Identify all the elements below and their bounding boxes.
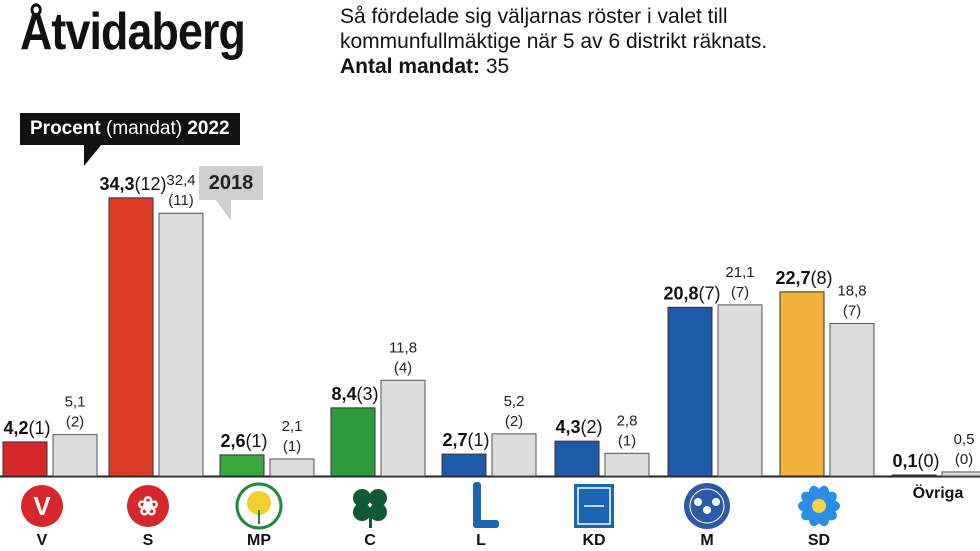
party-logo-mp-icon: [235, 482, 283, 530]
bar-2018-c: [380, 379, 426, 477]
label-2022-seats-sd: (8): [811, 268, 833, 288]
label-2018-value-mp: 2,1: [282, 418, 303, 435]
legend-2022-paren: (mandat): [106, 118, 183, 139]
bar-2018-mp: [269, 458, 315, 477]
label-2022-seats-vriga: (0): [918, 451, 940, 471]
party-logo-m-icon: [684, 483, 730, 529]
category-label-l: L: [476, 532, 486, 549]
bar-2022-c: [330, 407, 376, 477]
party-logo-s-icon: ❀: [127, 485, 169, 527]
bar-2022-l: [441, 453, 487, 477]
label-2018-value-c: 11,8: [389, 339, 417, 356]
bar-2022-s: [108, 197, 154, 477]
label-2022-value-s: 34,3: [99, 174, 134, 194]
chart-description: Så fördelade sig väljarnas röster i vale…: [340, 4, 960, 79]
label-2018-value-m: 21,1: [725, 264, 754, 281]
legend-2018-pointer: [215, 199, 231, 221]
label-2022-l: 2,7(1): [442, 430, 489, 450]
bar-2018-m: [717, 304, 763, 477]
label-2022-value-sd: 22,7: [775, 268, 810, 288]
category-label-vriga: Övriga: [913, 483, 964, 502]
party-logo-v-icon: V: [21, 485, 63, 527]
party-logo-l-icon: [473, 482, 499, 528]
label-2018-seats-sd: (7): [843, 303, 861, 320]
label-2022-s: 34,3(12): [99, 174, 166, 194]
label-2022-seats-c: (3): [357, 384, 379, 404]
label-2018-seats-mp: (1): [283, 438, 301, 455]
seats-line: Antal mandat: 35: [340, 54, 960, 79]
label-2018-value-sd: 18,8: [837, 283, 866, 300]
description-line-2: kommunfullmäktige när 5 av 6 distrikt rä…: [340, 30, 768, 53]
label-2022-mp: 2,6(1): [220, 431, 267, 451]
label-2022-kd: 4,3(2): [555, 417, 602, 437]
label-2022-seats-kd: (2): [581, 417, 603, 437]
category-label-kd: KD: [582, 532, 605, 549]
legend-2022-bold: Procent: [30, 118, 101, 139]
svg-text:❀: ❀: [137, 491, 159, 521]
bar-2022-mp: [219, 454, 265, 477]
page-title: Åtvidaberg: [20, 3, 246, 61]
label-2022-m: 20,8(7): [663, 283, 720, 303]
label-2022-seats-m: (7): [699, 283, 721, 303]
description-line-1: Så fördelade sig väljarnas röster i vale…: [340, 5, 728, 28]
category-label-mp: MP: [247, 532, 271, 549]
label-2022-seats-s: (12): [135, 174, 167, 194]
label-2022-value-vriga: 0,1: [892, 451, 917, 471]
bar-2022-kd: [554, 440, 600, 477]
label-2022-sd: 22,7(8): [775, 268, 832, 288]
bar-2022-vriga: [891, 474, 937, 477]
legend-2022-tag: Procent (mandat) 2022: [20, 113, 240, 145]
label-2018-value-v: 5,1: [65, 394, 86, 411]
legend-2022-pointer: [84, 144, 102, 166]
party-logo-c-icon: [353, 489, 387, 528]
label-2018-seats-vriga: (0): [955, 451, 973, 468]
label-2018-value-l: 5,2: [504, 393, 525, 410]
label-2022-value-kd: 4,3: [555, 417, 580, 437]
label-2022-c: 8,4(3): [331, 384, 378, 404]
label-2022-value-l: 2,7: [442, 430, 467, 450]
label-2022-seats-l: (1): [468, 430, 490, 450]
label-2018-seats-l: (2): [505, 413, 523, 430]
svg-text:V: V: [33, 491, 51, 521]
bar-2018-sd: [829, 323, 875, 477]
label-2018-seats-kd: (1): [618, 432, 636, 449]
label-2022-value-c: 8,4: [331, 384, 356, 404]
label-2018-seats-v: (2): [66, 414, 84, 431]
bar-2022-m: [667, 306, 713, 477]
bar-2018-kd: [604, 452, 650, 477]
label-2022-seats-v: (1): [29, 418, 51, 438]
label-2022-value-v: 4,2: [3, 418, 28, 438]
category-label-v: V: [37, 532, 48, 549]
category-label-m: M: [700, 532, 713, 549]
label-2018-seats-s: (11): [168, 192, 194, 209]
party-logo-kd-icon: [574, 484, 614, 528]
label-2018-seats-m: (7): [731, 284, 749, 301]
bar-2018-s: [158, 212, 204, 477]
party-logo-sd-icon: [798, 485, 840, 527]
label-2018-value-s: 32,4: [166, 172, 195, 189]
category-label-s: S: [143, 532, 154, 549]
category-label-c: C: [364, 532, 376, 549]
label-2022-vriga: 0,1(0): [892, 451, 939, 471]
bar-2018-vriga: [941, 471, 980, 477]
seats-label: Antal mandat:: [340, 55, 481, 78]
label-2022-v: 4,2(1): [3, 418, 50, 438]
label-2022-value-mp: 2,6: [220, 431, 245, 451]
label-2018-seats-c: (4): [394, 359, 412, 376]
bar-2018-l: [491, 433, 537, 477]
legend-2018-tag: 2018: [199, 166, 263, 200]
category-label-sd: SD: [808, 532, 830, 549]
label-2022-seats-mp: (1): [246, 431, 268, 451]
label-2018-value-kd: 2,8: [617, 412, 638, 429]
bar-2022-sd: [779, 291, 825, 477]
bar-2018-v: [52, 434, 98, 477]
label-2018-value-vriga: 0,5: [954, 431, 975, 448]
legend-2022-year: 2022: [187, 118, 230, 139]
label-2022-value-m: 20,8: [663, 283, 698, 303]
seats-value: 35: [485, 55, 510, 78]
bar-2022-v: [2, 441, 48, 477]
